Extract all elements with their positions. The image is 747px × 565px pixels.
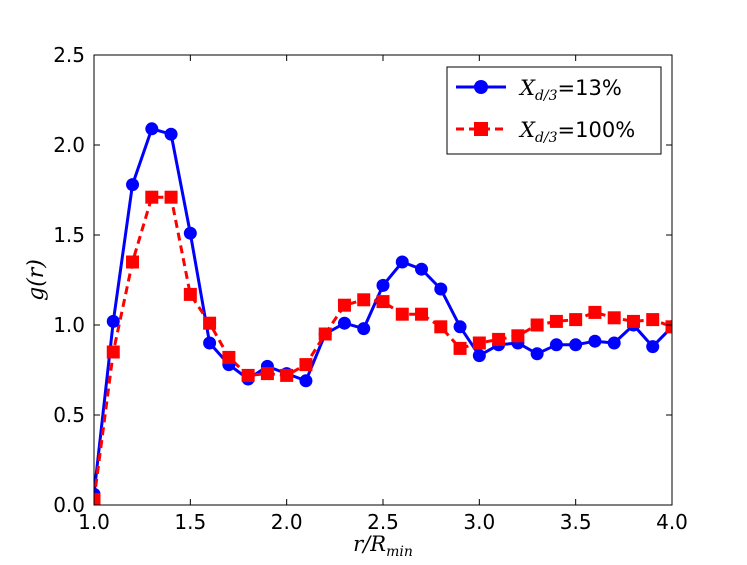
data-point-series-2 [472, 336, 486, 350]
data-point-series-1 [183, 226, 197, 240]
x-tick-label: 2.0 [271, 510, 303, 534]
data-point-series-2 [530, 318, 544, 332]
legend-sub-series-1: d/3 [535, 88, 558, 104]
data-point-series-2 [241, 368, 255, 382]
data-point-series-1 [646, 340, 660, 354]
data-point-series-2 [549, 314, 563, 328]
x-axis-label-sub: min [386, 544, 413, 560]
data-point-series-2 [511, 329, 525, 343]
y-axis-label: g(r) [24, 259, 49, 301]
x-tick-label: 4.0 [656, 510, 688, 534]
legend-suffix-series-2: =100% [558, 118, 636, 142]
x-axis-label-main: r/R [353, 532, 386, 556]
data-point-series-1 [376, 278, 390, 292]
legend-label-series-1: Xd/3=13% [518, 76, 622, 104]
data-point-series-2 [665, 320, 672, 334]
x-tick-label: 3.0 [463, 510, 495, 534]
data-point-series-1 [434, 282, 448, 296]
x-tick-label: 2.5 [367, 510, 399, 534]
data-point-series-2 [607, 311, 621, 325]
y-tick-label: 0.0 [53, 493, 85, 517]
data-point-series-2 [626, 314, 640, 328]
data-point-series-2 [106, 345, 120, 359]
data-point-series-1 [106, 314, 120, 328]
data-point-series-1 [145, 122, 159, 136]
data-point-series-2 [569, 313, 583, 327]
data-point-series-1 [299, 374, 313, 388]
legend-suffix-series-1: =13% [558, 76, 622, 100]
data-point-series-2 [434, 320, 448, 334]
data-point-series-1 [415, 262, 429, 276]
data-point-series-1 [472, 349, 486, 363]
legend-var-series-1: X [518, 76, 536, 100]
y-tick-label: 1.5 [53, 223, 85, 247]
data-point-series-1 [337, 316, 351, 330]
x-tick-label: 1.0 [78, 510, 110, 534]
data-point-series-2 [376, 295, 390, 309]
data-point-series-1 [453, 320, 467, 334]
data-point-series-2 [588, 305, 602, 319]
data-point-series-1 [569, 338, 583, 352]
data-point-series-2 [280, 368, 294, 382]
data-point-series-1 [203, 336, 217, 350]
axis-ticks: 1.0 1.5 2.0 2.5 3.0 3.5 4.0 0.0 0.5 1.0 1.5 2.0 2.5 [53, 43, 688, 534]
data-point-series-1 [126, 178, 140, 192]
series-group [94, 122, 672, 505]
data-point-series-1 [607, 336, 621, 350]
data-point-series-2 [415, 307, 429, 321]
x-tick-label: 1.5 [174, 510, 206, 534]
series-layer [94, 122, 672, 505]
y-tick-label: 0.5 [53, 403, 85, 427]
data-point-series-2 [260, 367, 274, 381]
legend-marker-series-2 [474, 122, 488, 136]
data-point-series-2 [453, 341, 467, 355]
legend-var-series-2: X [518, 118, 536, 142]
data-point-series-1 [588, 334, 602, 348]
data-point-series-1 [395, 255, 409, 269]
legend-marker-series-1 [474, 80, 488, 94]
data-point-series-1 [357, 322, 371, 336]
data-point-series-2 [203, 316, 217, 330]
data-point-series-2 [94, 493, 101, 505]
data-point-series-1 [549, 338, 563, 352]
data-point-series-2 [299, 358, 313, 372]
y-tick-label: 1.0 [53, 313, 85, 337]
x-tick-label: 3.5 [560, 510, 592, 534]
data-point-series-2 [126, 255, 140, 269]
x-axis-label: r/Rmin [353, 532, 413, 560]
data-point-series-2 [357, 293, 371, 307]
data-point-series-2 [222, 350, 236, 364]
y-tick-label: 2.0 [53, 133, 85, 157]
legend-label-series-2: Xd/3=100% [518, 118, 635, 146]
data-point-series-1 [164, 127, 178, 141]
data-point-series-2 [145, 190, 159, 204]
legend: Xd/3=13% Xd/3=100% [446, 66, 662, 155]
data-point-series-2 [646, 313, 660, 327]
legend-sub-series-2: d/3 [535, 130, 558, 146]
data-point-series-2 [164, 190, 178, 204]
y-tick-label: 2.5 [53, 43, 85, 67]
data-point-series-2 [183, 287, 197, 301]
data-point-series-2 [337, 298, 351, 312]
data-point-series-2 [492, 332, 506, 346]
data-point-series-1 [530, 347, 544, 361]
data-point-series-2 [395, 307, 409, 321]
data-point-series-2 [318, 327, 332, 341]
